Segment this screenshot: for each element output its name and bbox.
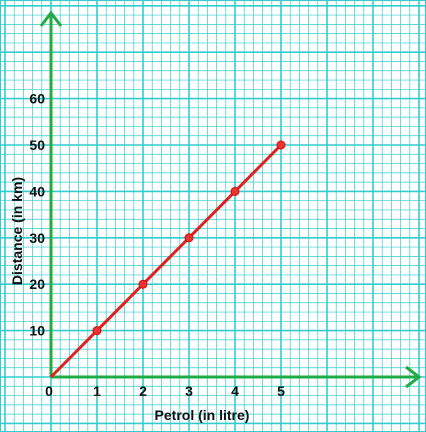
y-axis-title: Distance (in km)	[9, 177, 25, 285]
x-tick-label: 1	[93, 383, 101, 399]
x-tick-label: 5	[277, 383, 285, 399]
x-tick-label: 2	[139, 383, 147, 399]
y-tick-label: 40	[29, 183, 45, 199]
series	[49, 140, 286, 379]
y-axis-arrow	[39, 10, 63, 27]
axes	[39, 10, 422, 389]
x-tick-label: 4	[231, 383, 239, 399]
data-point	[276, 140, 286, 150]
series-line	[49, 143, 283, 379]
tick-labels: 1 2 3 4 5 10 20 30 40 50 60	[29, 91, 285, 399]
data-point	[138, 279, 148, 289]
x-axis-arrow	[405, 365, 422, 389]
origin-label: 0	[45, 383, 53, 399]
y-tick-label: 30	[29, 230, 45, 246]
data-point	[230, 186, 240, 196]
x-axis-title: Petrol (in litre)	[155, 407, 250, 423]
data-point	[184, 233, 194, 243]
y-tick-label: 10	[29, 323, 45, 339]
y-tick-label: 20	[29, 276, 45, 292]
x-tick-label: 3	[185, 383, 193, 399]
data-point	[92, 326, 102, 336]
y-tick-label: 50	[29, 137, 45, 153]
y-tick-label: 60	[29, 91, 45, 107]
